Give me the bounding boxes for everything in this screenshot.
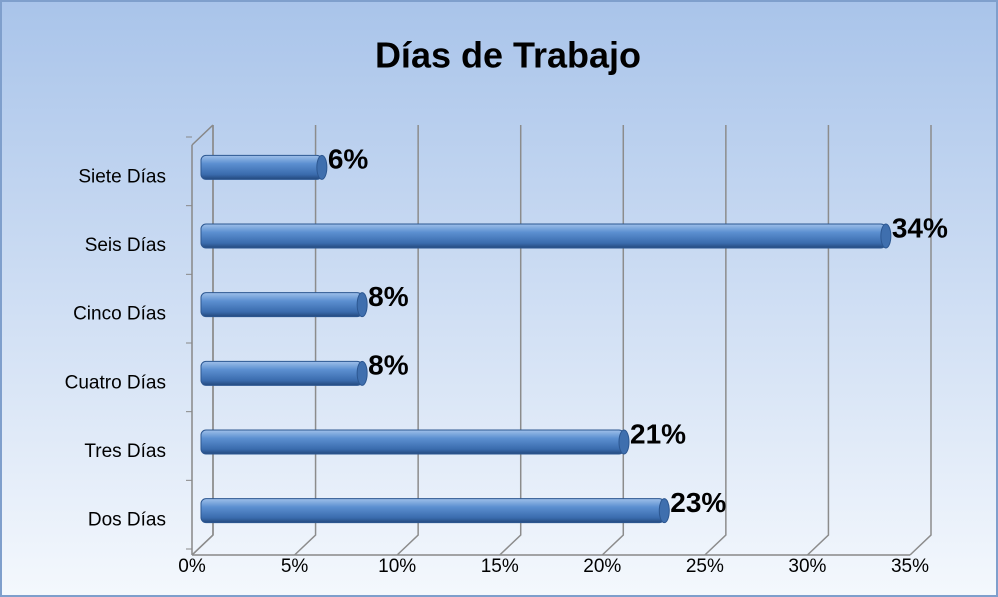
bar-cap [316,154,328,180]
y-tick-label: Dos Días [88,510,166,531]
x-tick-label: 25% [686,556,724,577]
y-tick-label: Siete Días [78,166,166,187]
bar [200,498,665,524]
bar-cap [880,223,892,249]
bar-cap [658,498,670,524]
x-tick-label: 15% [481,556,519,577]
y-tick-label: Cuatro Días [65,372,166,393]
y-tick-label: Tres Días [84,441,166,462]
bar-cap [356,292,368,318]
x-tick-label: 10% [378,556,416,577]
bar [200,360,363,386]
value-label: 6% [328,144,369,175]
bar [200,154,323,180]
value-label: 21% [630,418,686,449]
x-tick-label: 5% [281,556,309,577]
x-tick-label: 0% [178,556,206,577]
bar [200,223,887,249]
grid-line [191,125,214,556]
x-tick-label: 35% [891,556,929,577]
x-tick-label: 30% [788,556,826,577]
grid-line [601,125,625,556]
x-tick-label: 20% [583,556,621,577]
value-label: 8% [368,350,409,381]
grid-line [806,125,830,556]
bar-cap [356,360,368,386]
grid-line [909,125,932,556]
y-tick-label: Cinco Días [73,304,166,325]
grid-line [704,125,727,556]
bar-cap [618,429,630,455]
value-label: 23% [670,487,726,518]
value-label: 8% [368,281,409,312]
value-label: 34% [892,212,948,243]
axis-line [191,124,214,146]
chart-title: Días de Trabajo [375,35,641,76]
grid-line [396,125,419,556]
grid-line [499,125,522,556]
bar [200,292,363,318]
y-tick-label: Seis Días [85,235,166,256]
bar [200,429,625,455]
grid-line [294,125,317,556]
